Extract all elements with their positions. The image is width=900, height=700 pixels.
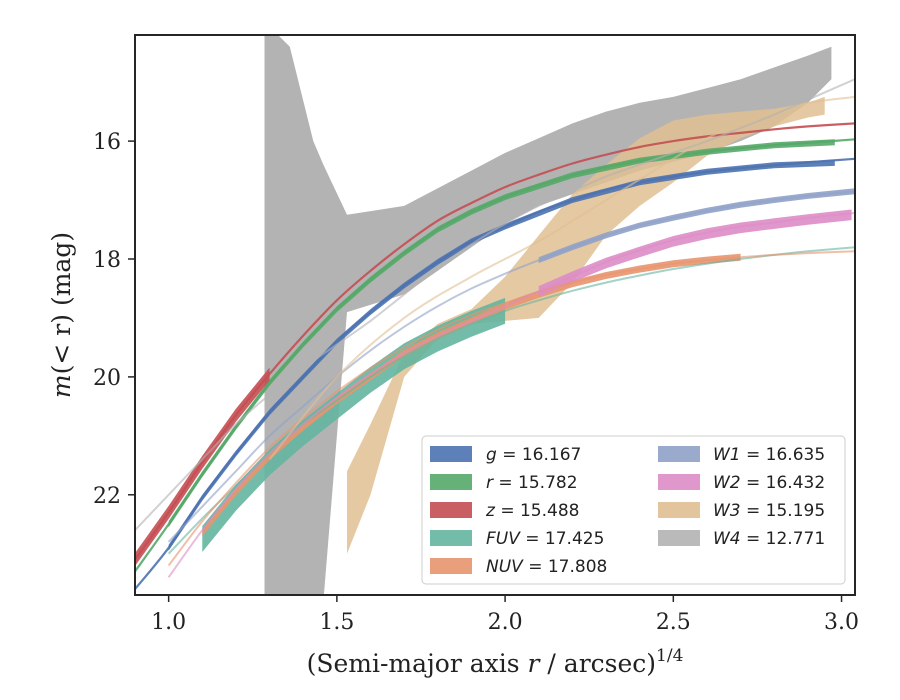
band-z [135,367,270,567]
model-curves [135,78,855,590]
band-w1 [538,188,855,264]
legend-label-w3: W3 = 15.195 [713,501,825,521]
y-tick-label: 16 [93,130,121,155]
legend-swatch-g [430,446,472,462]
legend-swatch-nuv [430,558,472,574]
plot-frame [134,34,856,596]
legend-swatch-r [430,474,472,490]
x-axis: 1.0 1.5 2.0 2.5 3.0 [151,595,859,635]
legend-swatch-z [430,502,472,518]
x-tick-label: 1.0 [151,610,186,635]
legend-label-nuv: NUV = 17.808 [486,557,607,577]
legend-swatch-w2 [658,474,700,490]
y-tick-label: 22 [93,484,121,509]
y-tick-label: 18 [93,248,121,273]
legend-frame [421,435,846,585]
legend-label-z: z = 15.488 [485,501,579,521]
legend-swatch-w3 [658,502,700,518]
x-axis-label: (Semi-major axis r / arcsec)1/4 [307,646,684,678]
legend: g = 16.167 r = 15.782 z = 15.488 FUV = 17.4… [421,435,846,585]
legend-label-fuv: FUV = 17.425 [486,529,604,549]
curve-w4 [135,78,855,531]
legend-swatch-w4 [658,530,700,546]
curve-r [135,138,855,573]
uncertainty-bands [135,35,855,595]
curve-w1 [167,190,855,543]
y-tick-label: 20 [93,366,121,391]
legend-label-w2: W2 = 16.432 [713,473,825,493]
legend-label-w1: W1 = 16.635 [713,445,825,465]
band-w4 [264,35,832,595]
legend-label-g: g = 16.167 [486,445,581,465]
band-w2 [538,209,852,297]
y-axis: 16 18 20 22 [93,130,135,509]
curve-nuv [167,250,855,567]
x-tick-label: 1.5 [319,610,354,635]
x-tick-label: 3.0 [824,610,859,635]
curve-w3 [268,95,855,461]
x-tick-label: 2.5 [656,610,691,635]
legend-swatch-w1 [658,446,700,462]
legend-label-r: r = 15.782 [486,473,578,493]
x-tick-label: 2.0 [488,610,523,635]
legend-label-w4: W4 = 12.771 [713,529,825,549]
legend-swatch-fuv [430,530,472,546]
curve-w2 [167,212,855,578]
y-axis-label: m(< r) (mag) [47,232,76,398]
